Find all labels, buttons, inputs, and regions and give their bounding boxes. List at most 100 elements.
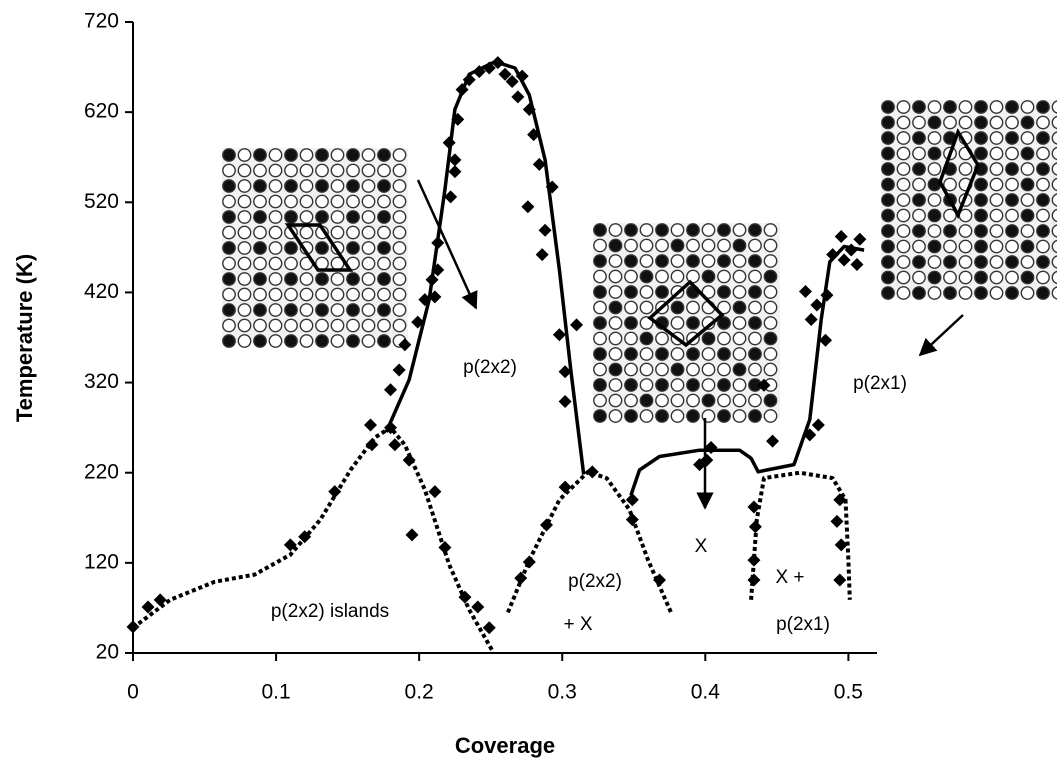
data-point — [444, 190, 458, 204]
lattice-atom — [284, 210, 298, 224]
lattice-atom — [284, 318, 298, 333]
lattice-atom — [958, 224, 973, 238]
data-point — [428, 485, 442, 499]
lattice-atom — [268, 303, 283, 317]
lattice-atom — [392, 163, 407, 178]
lattice-atom — [346, 318, 360, 333]
lattice-atom — [268, 225, 283, 240]
lattice-atom — [927, 208, 942, 223]
lattice-atom — [1005, 177, 1019, 192]
lattice-atom — [1005, 146, 1019, 161]
lattice-atom — [361, 225, 376, 240]
lattice-atom — [1036, 162, 1050, 176]
lattice-atom — [330, 303, 345, 317]
lattice-atom — [268, 179, 283, 193]
lattice-atom — [253, 303, 267, 317]
lattice-atom — [686, 269, 700, 284]
lattice-atom — [284, 303, 298, 317]
lattice-atom — [974, 131, 988, 145]
data-point — [153, 593, 167, 607]
annotation: p(2x1) — [853, 373, 907, 394]
lattice-atom — [377, 256, 391, 271]
lattice-atom — [377, 303, 391, 317]
x-tick-label: 0.4 — [691, 681, 721, 704]
lattice-atom — [253, 287, 267, 302]
lattice-atom — [896, 224, 911, 238]
lattice-atom — [222, 287, 236, 302]
data-point — [830, 514, 844, 528]
lattice-atom — [1005, 208, 1019, 223]
data-point — [747, 500, 761, 514]
lattice-atom — [912, 270, 926, 285]
annotation: p(2x2) — [568, 571, 622, 592]
lattice-atom — [392, 318, 407, 333]
lattice-atom — [717, 300, 731, 315]
lattice-atom — [237, 194, 252, 209]
lattice-atom — [608, 378, 623, 392]
lattice-atom — [608, 223, 623, 237]
lattice-atom — [1020, 286, 1035, 300]
lattice-atom — [377, 210, 391, 224]
lattice-atom — [927, 239, 942, 254]
lattice-atom — [1020, 131, 1035, 145]
lattice-atom — [732, 223, 747, 237]
lattice-atom — [392, 179, 407, 193]
lattice-atom — [346, 334, 360, 348]
lattice-atom — [732, 238, 747, 253]
lattice-atom — [315, 163, 329, 178]
lattice-atom — [958, 286, 973, 300]
lattice-atom — [346, 148, 360, 162]
lattice-atom — [686, 347, 700, 361]
lattice-atom — [253, 148, 267, 162]
lattice-atom — [1036, 146, 1050, 161]
lattice-atom — [268, 272, 283, 286]
lattice-atom — [392, 210, 407, 224]
lattice-atom — [748, 409, 762, 423]
lattice-atom — [222, 210, 236, 224]
lattice-atom — [1020, 255, 1035, 269]
data-point — [804, 312, 818, 326]
lattice-atom — [639, 316, 654, 330]
lattice-inset — [593, 223, 780, 423]
lattice-atom — [686, 238, 700, 253]
y-tick-label: 320 — [84, 370, 119, 393]
lattice-atom — [701, 362, 716, 377]
lattice-atom — [974, 115, 988, 130]
data-point — [552, 328, 566, 342]
lattice-atom — [237, 179, 252, 193]
lattice-atom — [392, 303, 407, 317]
lattice-atom — [624, 223, 638, 237]
lattice-atom — [299, 148, 314, 162]
lattice-atom — [222, 241, 236, 255]
lattice-atom — [989, 286, 1004, 300]
lattice-atom — [346, 225, 360, 240]
lattice-atom — [748, 362, 762, 377]
lattice-atom — [639, 409, 654, 423]
lattice-atom — [989, 208, 1004, 223]
lattice-atom — [943, 224, 957, 238]
lattice-atom — [912, 162, 926, 176]
lattice-atom — [655, 378, 669, 392]
lattice-atom — [896, 115, 911, 130]
lattice-atom — [346, 179, 360, 193]
lattice-atom — [222, 334, 236, 348]
lattice-atom — [284, 163, 298, 178]
lattice-atom — [253, 318, 267, 333]
data-point — [535, 248, 549, 262]
lattice-atom — [330, 334, 345, 348]
lattice-atom — [701, 285, 716, 299]
lattice-atom — [1036, 239, 1050, 254]
lattice-atom — [763, 269, 778, 284]
lattice-atom — [346, 210, 360, 224]
lattice-atom — [624, 254, 638, 268]
lattice-atom — [253, 241, 267, 255]
lattice-atom — [670, 223, 685, 237]
data-point — [766, 434, 780, 448]
lattice-atom — [268, 287, 283, 302]
lattice-atom — [670, 254, 685, 268]
lattice-atom — [763, 409, 778, 423]
lattice-atom — [896, 239, 911, 254]
lattice-atom — [748, 393, 762, 408]
solid-line — [629, 244, 865, 496]
lattice-atom — [1005, 224, 1019, 238]
